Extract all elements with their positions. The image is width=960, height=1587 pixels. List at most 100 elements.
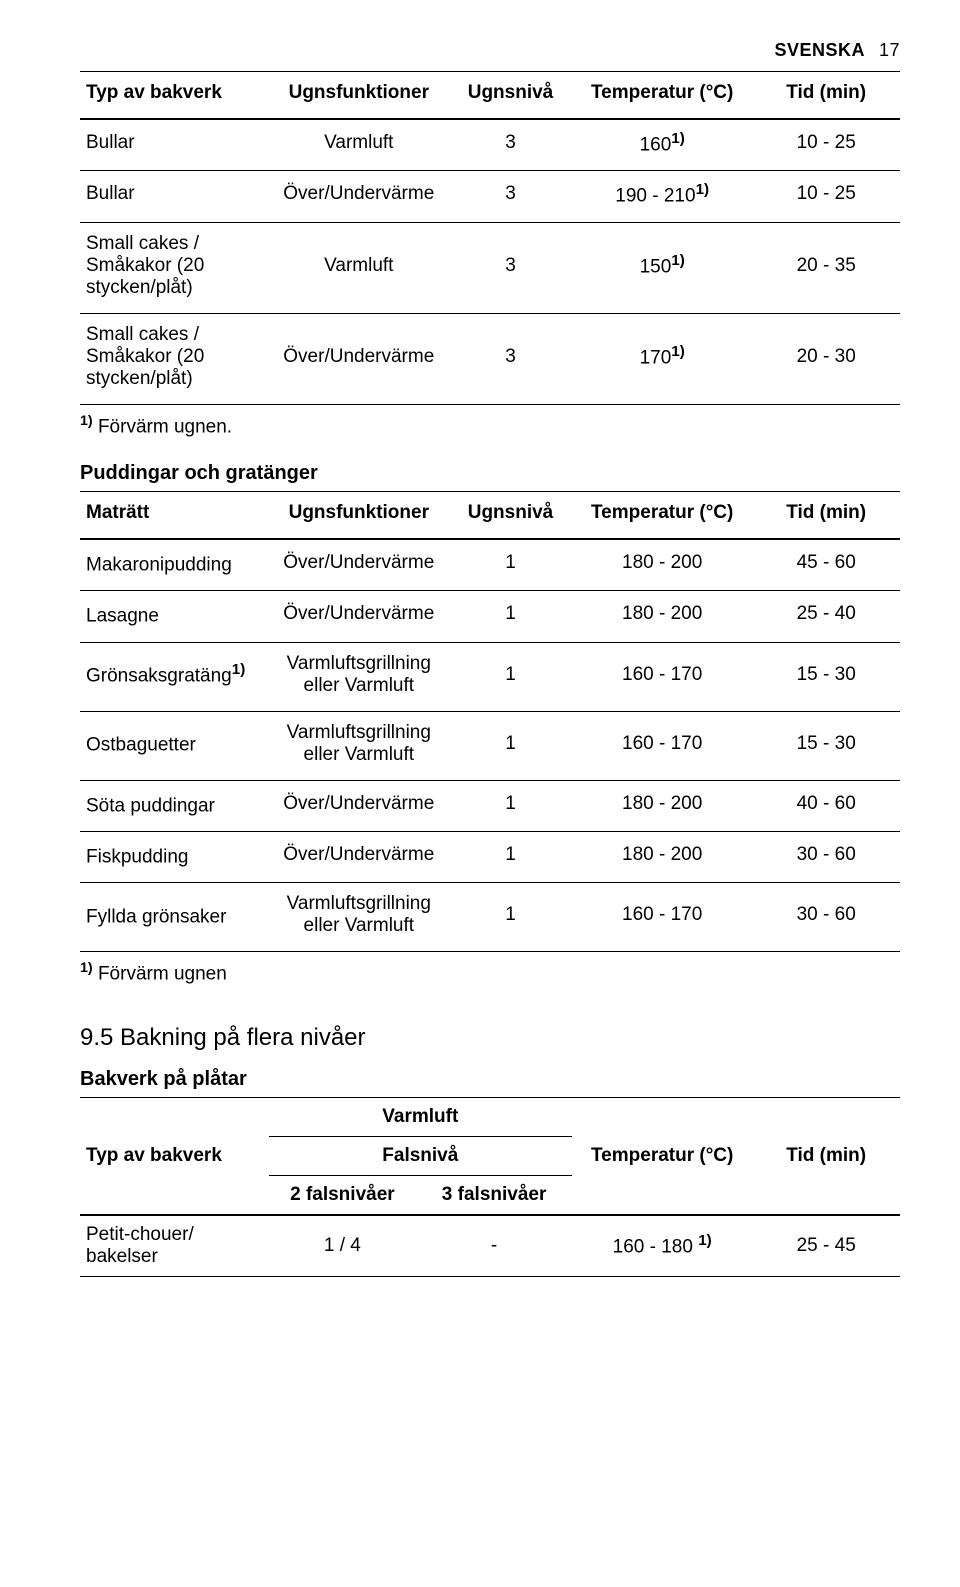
cell: Över/Under­värme bbox=[269, 171, 449, 222]
col-header: Typ av bak­verk bbox=[80, 72, 269, 120]
footnote: 1) Förvärm ugnen bbox=[80, 952, 900, 995]
section-title-puddingar: Puddingar och gratänger bbox=[80, 462, 900, 485]
col-header: Ugnsfunktio­ner bbox=[269, 491, 449, 539]
cell: Bullar bbox=[80, 171, 269, 222]
cell: Varmluftsgrill­ning eller Varmluft bbox=[269, 883, 449, 952]
cell: 1 bbox=[449, 883, 572, 952]
table-row: Grönsaksgra­täng1) Varmluftsgrill­ning e… bbox=[80, 642, 900, 711]
cell: Grönsaksgra­täng1) bbox=[80, 642, 269, 711]
page-header: SVENSKA 17 bbox=[80, 40, 900, 61]
cell: 1701) bbox=[572, 313, 752, 404]
col-header: Typ av bak­verk bbox=[80, 1097, 269, 1215]
cell: 15 - 30 bbox=[752, 711, 900, 780]
cell: 20 - 30 bbox=[752, 313, 900, 404]
cell: Varmluftsgrill­ning eller Varmluft bbox=[269, 642, 449, 711]
cell: 15 - 30 bbox=[752, 642, 900, 711]
cell: 180 - 200 bbox=[572, 539, 752, 591]
table-row: Petit-chouer/ bakelser 1 / 4 - 160 - 180… bbox=[80, 1215, 900, 1277]
col-header-group: Varmluft bbox=[269, 1097, 572, 1136]
cell: Bullar bbox=[80, 119, 269, 171]
cell: Söta pudding­ar bbox=[80, 780, 269, 831]
cell: 1 bbox=[449, 780, 572, 831]
table-puddingar: Maträtt Ugnsfunktio­ner Ugnsnivå Tempera… bbox=[80, 491, 900, 952]
cell: Över/Under­värme bbox=[269, 313, 449, 404]
cell: Över/Under­värme bbox=[269, 831, 449, 882]
col-subheader: 2 falsnivåer bbox=[269, 1175, 417, 1215]
cell: Över/Under­värme bbox=[269, 539, 449, 591]
cell: Fyllda grönsa­ker bbox=[80, 883, 269, 952]
cell: 45 - 60 bbox=[752, 539, 900, 591]
table-row: Bullar Varmluft 3 1601) 10 - 25 bbox=[80, 119, 900, 171]
col-header: Ugnsfunktio­ner bbox=[269, 72, 449, 120]
table-row: Ostbaguetter Varmluftsgrill­ning eller V… bbox=[80, 711, 900, 780]
cell: Small cakes / Småkakor (20 stycken/plåt) bbox=[80, 222, 269, 313]
cell: Varmluftsgrill­ning eller Varmluft bbox=[269, 711, 449, 780]
section-heading-9-5: 9.5 Bakning på flera nivåer bbox=[80, 1024, 900, 1052]
cell: 1 bbox=[449, 642, 572, 711]
cell: Petit-chouer/ bakelser bbox=[80, 1215, 269, 1277]
cell: 1 bbox=[449, 711, 572, 780]
table-row: Makaroni­pudding Över/Under­värme 1 180 … bbox=[80, 539, 900, 591]
cell: Varmluft bbox=[269, 119, 449, 171]
cell: 180 - 200 bbox=[572, 780, 752, 831]
cell: - bbox=[416, 1215, 572, 1277]
cell: 3 bbox=[449, 119, 572, 171]
cell: 160 - 170 bbox=[572, 711, 752, 780]
col-header: Temperatur (°C) bbox=[572, 72, 752, 120]
cell: 1601) bbox=[572, 119, 752, 171]
table-row: Small cakes / Småkakor (20 stycken/plåt)… bbox=[80, 313, 900, 404]
cell: Varmluft bbox=[269, 222, 449, 313]
cell: 160 - 170 bbox=[572, 883, 752, 952]
table-row: Small cakes / Småkakor (20 stycken/plåt)… bbox=[80, 222, 900, 313]
cell: 30 - 60 bbox=[752, 883, 900, 952]
table-flera-nivaer: Typ av bak­verk Varmluft Temperatur (°C)… bbox=[80, 1097, 900, 1277]
col-header: Tid (min) bbox=[752, 72, 900, 120]
cell: 1 bbox=[449, 591, 572, 642]
cell: 40 - 60 bbox=[752, 780, 900, 831]
cell: 160 - 180 1) bbox=[572, 1215, 752, 1277]
table-row: Lasagne Över/Under­värme 1 180 - 200 25 … bbox=[80, 591, 900, 642]
cell: 10 - 25 bbox=[752, 119, 900, 171]
cell: 25 - 40 bbox=[752, 591, 900, 642]
section-title-bakverk-platar: Bakverk på plåtar bbox=[80, 1068, 900, 1091]
cell: 25 - 45 bbox=[752, 1215, 900, 1277]
cell: Över/Under­värme bbox=[269, 591, 449, 642]
cell: Över/Under­värme bbox=[269, 780, 449, 831]
cell: 3 bbox=[449, 222, 572, 313]
footnote: 1) Förvärm ugnen. bbox=[80, 405, 900, 448]
col-subheader: 3 falsnivåer bbox=[416, 1175, 572, 1215]
table-bakverk: Typ av bak­verk Ugnsfunktio­ner Ugnsnivå… bbox=[80, 71, 900, 405]
col-header: Temperatur (°C) bbox=[572, 491, 752, 539]
col-header: Tid (min) bbox=[752, 491, 900, 539]
cell: 1501) bbox=[572, 222, 752, 313]
col-subheader: Falsnivå bbox=[269, 1136, 572, 1175]
table-row: Söta pudding­ar Över/Under­värme 1 180 -… bbox=[80, 780, 900, 831]
col-header: Maträtt bbox=[80, 491, 269, 539]
table-row: Bullar Över/Under­värme 3 190 - 2101) 10… bbox=[80, 171, 900, 222]
cell: 10 - 25 bbox=[752, 171, 900, 222]
cell: Fiskpudding bbox=[80, 831, 269, 882]
page-number: 17 bbox=[879, 40, 900, 60]
cell: Lasagne bbox=[80, 591, 269, 642]
cell: 20 - 35 bbox=[752, 222, 900, 313]
table-row: Fyllda grönsa­ker Varmluftsgrill­ning el… bbox=[80, 883, 900, 952]
cell: Small cakes / Småkakor (20 stycken/plåt) bbox=[80, 313, 269, 404]
cell: 1 bbox=[449, 539, 572, 591]
cell: 3 bbox=[449, 313, 572, 404]
cell: 160 - 170 bbox=[572, 642, 752, 711]
col-header: Tid (min) bbox=[752, 1097, 900, 1215]
col-header: Temperatur (°C) bbox=[572, 1097, 752, 1215]
cell: 1 / 4 bbox=[269, 1215, 417, 1277]
cell: Makaroni­pudding bbox=[80, 539, 269, 591]
cell: 3 bbox=[449, 171, 572, 222]
page-header-label: SVENSKA bbox=[774, 40, 865, 60]
col-header: Ugnsnivå bbox=[449, 491, 572, 539]
cell: 1 bbox=[449, 831, 572, 882]
cell: 180 - 200 bbox=[572, 591, 752, 642]
cell: 30 - 60 bbox=[752, 831, 900, 882]
cell: 190 - 2101) bbox=[572, 171, 752, 222]
col-header: Ugnsnivå bbox=[449, 72, 572, 120]
cell: 180 - 200 bbox=[572, 831, 752, 882]
cell: Ostbaguetter bbox=[80, 711, 269, 780]
table-row: Fiskpudding Över/Under­värme 1 180 - 200… bbox=[80, 831, 900, 882]
